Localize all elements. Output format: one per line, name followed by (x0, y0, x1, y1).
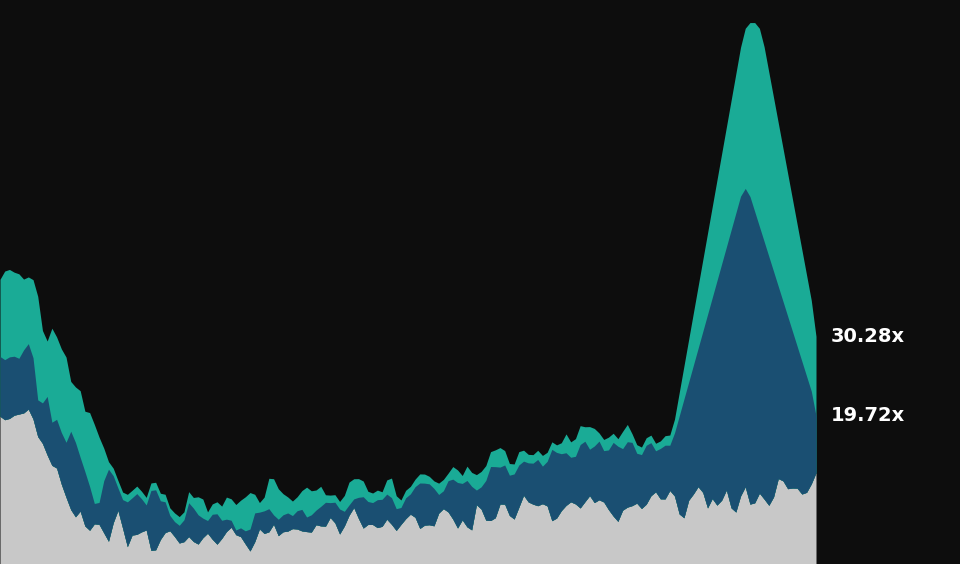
Text: 30.28x: 30.28x (830, 327, 904, 346)
Text: 19.72x: 19.72x (830, 406, 904, 425)
